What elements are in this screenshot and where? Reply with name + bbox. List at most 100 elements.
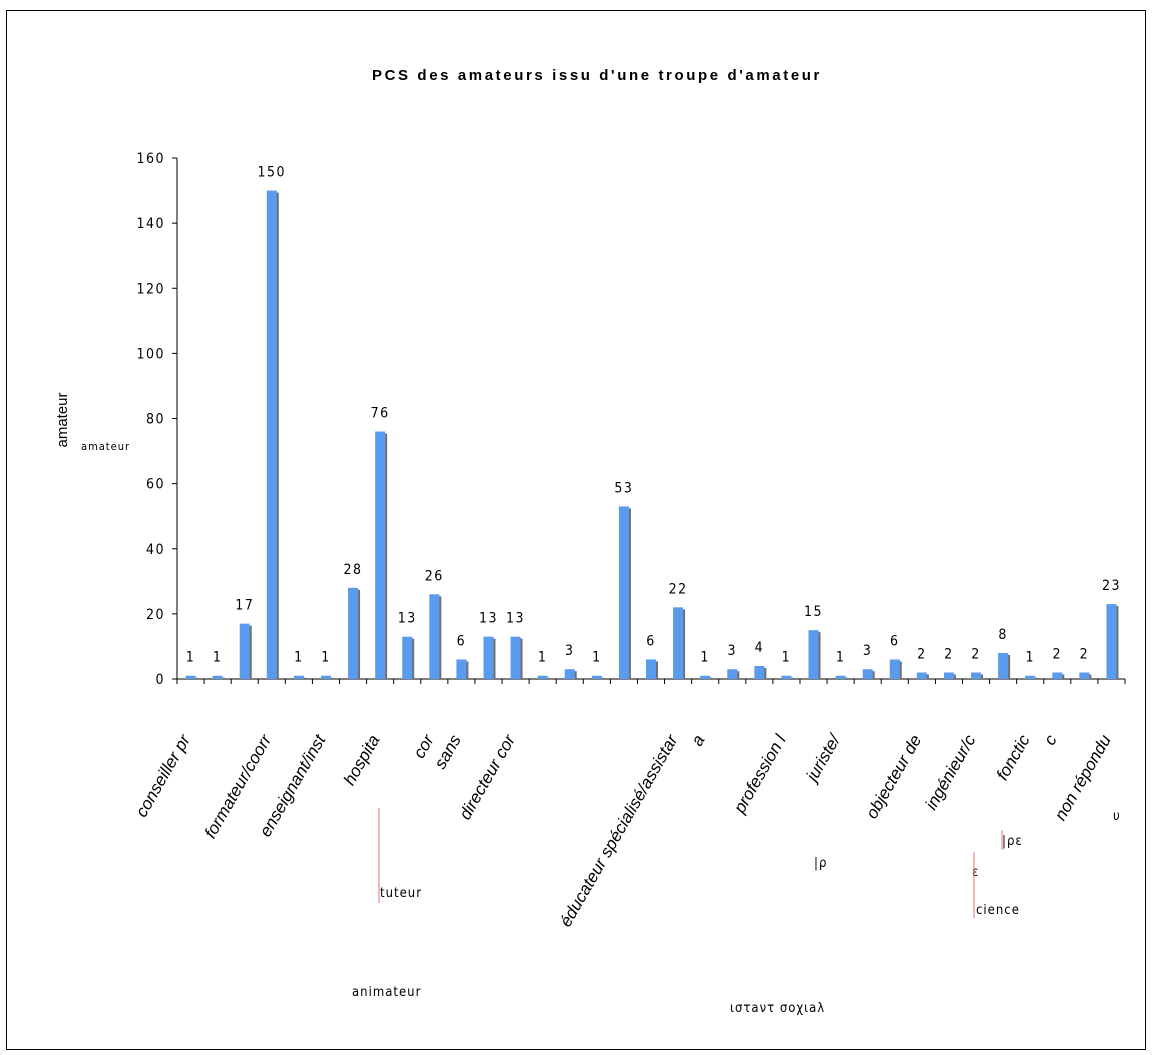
y-tick-label: 0 — [155, 672, 165, 688]
data-label: 76 — [371, 406, 390, 422]
category-label: directeur cor — [455, 730, 519, 822]
y-tick-label: 40 — [146, 542, 165, 558]
bar — [998, 652, 1009, 679]
label-fragment: υ — [1113, 809, 1121, 824]
data-label: 1 — [700, 650, 710, 666]
data-label: 1 — [836, 650, 846, 666]
bar — [700, 675, 711, 679]
category-label: hospita — [340, 732, 384, 789]
data-label: 150 — [258, 165, 287, 181]
data-label: 13 — [398, 611, 417, 627]
data-label: 2 — [1080, 646, 1090, 662]
category-label: profession l — [729, 730, 790, 817]
bar — [1079, 672, 1090, 679]
bar — [1025, 675, 1036, 679]
y-tick-label: 100 — [136, 346, 165, 362]
label-fragment: |ρ — [814, 856, 827, 871]
bar — [1052, 672, 1063, 679]
data-label: 2 — [1053, 646, 1063, 662]
data-label: 1 — [186, 650, 196, 666]
bar — [835, 675, 846, 679]
category-label: sans — [430, 731, 465, 772]
data-label: 13 — [479, 611, 498, 627]
label-fragment: tuteur — [380, 886, 422, 901]
bar — [727, 669, 738, 679]
label-fragment: |ρε — [1002, 834, 1023, 849]
bar — [1106, 604, 1117, 679]
category-label: ingénieur/c — [921, 731, 979, 813]
data-label: 17 — [235, 598, 254, 614]
category-label: éducateur spécialisé/assistar — [556, 730, 682, 930]
category-labels: conseiller pr formateur/coorrenseignant/i… — [132, 730, 1115, 931]
y-axis-label-secondary: amateur — [81, 440, 130, 453]
data-label: 2 — [917, 646, 927, 662]
bar — [375, 431, 386, 679]
data-label: 1 — [538, 650, 548, 666]
bar — [646, 659, 656, 679]
data-label: 6 — [457, 633, 467, 649]
bar — [320, 675, 331, 679]
data-label: 3 — [727, 643, 737, 659]
label-fragment: ε — [972, 865, 979, 880]
data-label: 4 — [755, 640, 765, 656]
category-label: non répondu — [1051, 731, 1115, 824]
data-label: 6 — [646, 633, 656, 649]
category-label: a — [687, 732, 708, 750]
data-label: 22 — [669, 581, 688, 597]
data-label: 1 — [782, 650, 792, 666]
y-tick-label: 120 — [136, 281, 165, 297]
data-label: 1 — [213, 650, 223, 666]
data-label: 28 — [344, 562, 363, 578]
bar — [402, 636, 413, 679]
data-label: 13 — [506, 611, 525, 627]
bar — [943, 672, 954, 679]
y-axis-label: amateur — [54, 392, 71, 447]
bar — [808, 630, 819, 679]
bar — [483, 636, 494, 679]
data-label: 3 — [565, 643, 575, 659]
bar — [348, 587, 359, 679]
y-tick-label: 80 — [146, 412, 165, 428]
bar — [781, 675, 792, 679]
bar — [591, 675, 602, 679]
label-fragment: cience — [976, 903, 1020, 918]
data-label: 2 — [944, 646, 954, 662]
y-tick-label: 160 — [136, 151, 165, 167]
bar — [456, 659, 467, 679]
data-label: 6 — [890, 633, 900, 649]
bar — [429, 594, 440, 679]
bar — [916, 672, 927, 679]
data-label: 3 — [863, 643, 873, 659]
data-label: 1 — [592, 650, 602, 666]
data-label: 2 — [971, 646, 981, 662]
data-label: 53 — [614, 480, 633, 496]
chart-frame — [6, 10, 1146, 1050]
bar — [754, 665, 765, 679]
category-label: objecteur de — [862, 732, 925, 823]
bar — [293, 675, 304, 679]
label-fragments: tuteur animateur ιστaντ σοχιaλ |ρ |ρε cience ε… — [352, 808, 1121, 1016]
bar — [537, 675, 548, 679]
bar — [239, 623, 250, 679]
data-label: 1 — [294, 650, 304, 666]
label-fragment: animateur — [352, 985, 421, 1000]
data-label: 1 — [321, 650, 331, 666]
y-tick-label: 60 — [146, 477, 165, 493]
bar — [212, 675, 223, 679]
bars — [185, 190, 1119, 679]
y-tick-label: 20 — [146, 607, 165, 623]
bar — [673, 607, 684, 679]
bar — [510, 636, 521, 679]
bar — [564, 669, 575, 679]
bar — [618, 506, 629, 679]
bar — [971, 672, 982, 679]
bar — [862, 669, 873, 679]
axes: 0 20 40 60 80 100 120 140 160 — [136, 151, 1126, 688]
data-label: 15 — [804, 604, 823, 620]
data-label: 8 — [998, 627, 1008, 643]
data-label: 23 — [1102, 578, 1121, 594]
y-tick-label: 140 — [136, 216, 165, 232]
bar — [266, 190, 277, 679]
category-label: fonctic — [993, 731, 1034, 783]
